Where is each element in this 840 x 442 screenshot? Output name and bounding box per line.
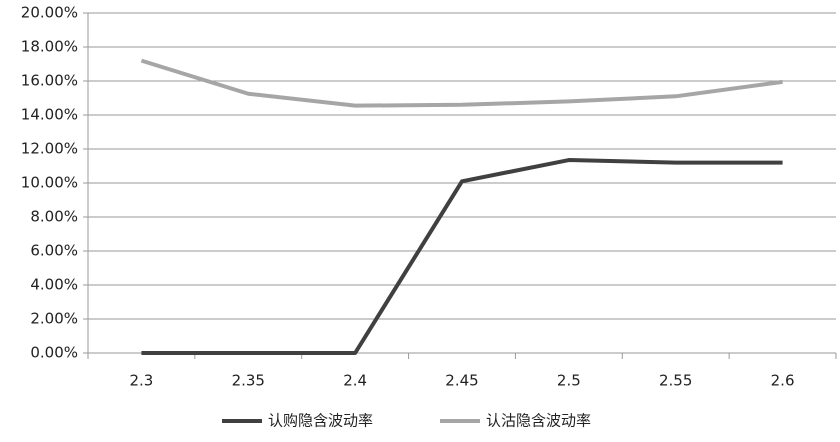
y-tick-label: 0.00% [30,344,78,362]
x-tick-label: 2.4 [343,372,367,390]
y-tick-label: 8.00% [30,208,78,226]
x-tick-label: 2.45 [445,372,478,390]
legend-label: 认沽隐含波动率 [486,412,591,430]
y-tick-label: 14.00% [21,106,78,124]
series-line [141,158,783,355]
y-tick-label: 6.00% [30,242,78,260]
x-tick-label: 2.6 [771,372,795,390]
y-tick-label: 2.00% [30,310,78,328]
x-tick-label: 2.3 [129,372,153,390]
y-tick-label: 16.00% [21,72,78,90]
y-tick-label: 12.00% [21,140,78,158]
legend-label: 认购隐含波动率 [268,412,373,430]
x-tick-label: 2.5 [557,372,581,390]
y-tick-label: 18.00% [21,38,78,56]
y-tick-label: 20.00% [21,4,78,22]
y-tick-label: 4.00% [30,276,78,294]
y-tick-label: 10.00% [21,174,78,192]
x-tick-label: 2.55 [659,372,692,390]
x-tick-label: 2.35 [232,372,265,390]
series-line [140,58,783,108]
